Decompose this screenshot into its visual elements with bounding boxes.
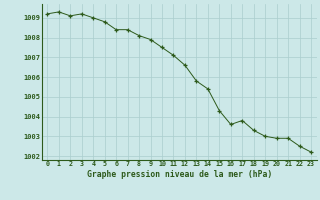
X-axis label: Graphe pression niveau de la mer (hPa): Graphe pression niveau de la mer (hPa) (87, 170, 272, 179)
